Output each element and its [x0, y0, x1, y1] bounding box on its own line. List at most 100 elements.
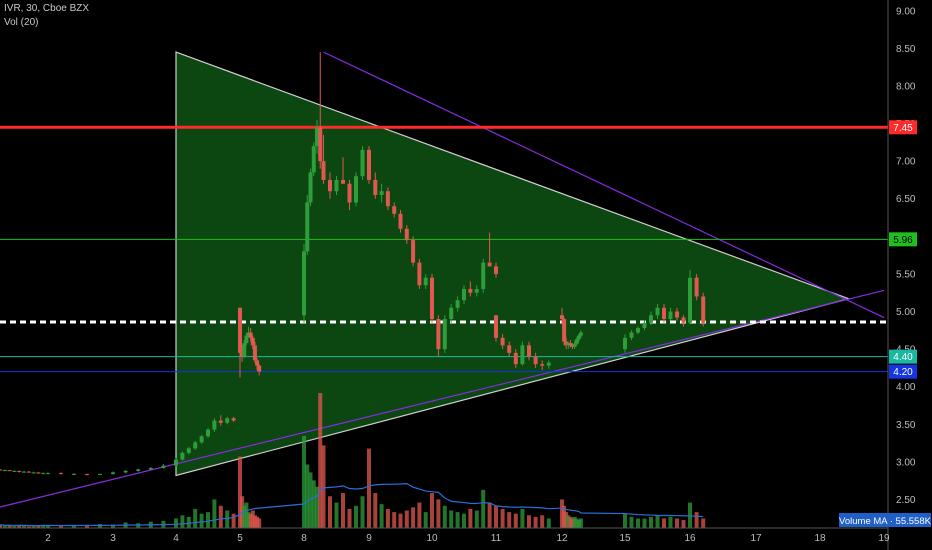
candle-body [305, 202, 310, 252]
candle-body [238, 307, 242, 353]
volume-bar [174, 518, 178, 528]
candle-body [500, 337, 505, 346]
volume-bar [315, 486, 319, 528]
price-level-badge [889, 349, 917, 364]
volume-bar [59, 526, 63, 528]
candle-body [85, 473, 89, 475]
candle-body [193, 442, 198, 449]
price-tick-label: 3.50 [896, 420, 916, 431]
volume-bar [341, 493, 345, 528]
time-tick-label: 16 [684, 533, 696, 544]
volume-bar [26, 526, 31, 528]
candle-body [246, 332, 251, 336]
volume-bar [31, 526, 36, 528]
volume-bar [694, 512, 699, 528]
candle-body [240, 352, 245, 357]
candle-body [255, 360, 260, 366]
volume-bar [568, 516, 573, 528]
candle-body [562, 319, 567, 342]
candle-body [560, 315, 564, 320]
candle-body [161, 465, 166, 468]
candle-body [367, 149, 371, 180]
candle-body [231, 418, 236, 421]
volume-bar [701, 518, 706, 528]
volume-bar [7, 525, 12, 528]
volume-bar [373, 493, 378, 528]
candle-body [494, 266, 498, 274]
candle-body [398, 213, 403, 229]
candle-body [308, 172, 313, 203]
candle-body [623, 337, 627, 350]
price-level-badge-label: 7.45 [893, 123, 913, 134]
volume-bar [533, 516, 538, 528]
volume-bar [379, 504, 384, 528]
volume-bar [302, 435, 306, 528]
volume-bar [238, 456, 242, 528]
volume-bar [231, 513, 236, 528]
candle-body [72, 473, 76, 475]
volume-bar [354, 505, 358, 528]
volume-bar [623, 513, 627, 528]
candle-body [36, 472, 41, 474]
candle-body [180, 452, 185, 460]
candle-body [385, 191, 390, 207]
volume-bar [347, 508, 352, 528]
candle-body [668, 311, 673, 320]
candle-body [417, 262, 422, 286]
price-tick-label: 8.00 [896, 81, 916, 92]
volume-ma-line [0, 482, 704, 527]
candle-body [507, 345, 512, 353]
time-tick-label: 18 [814, 533, 826, 544]
volume-bar [564, 512, 569, 528]
candle-body [570, 345, 575, 347]
candle-body [248, 332, 253, 338]
candle-body [123, 470, 128, 473]
volume-bar [250, 510, 255, 528]
volume-bar [12, 526, 17, 528]
candle-body [225, 418, 230, 423]
time-tick-label: 8 [301, 533, 307, 544]
volume-bar [398, 513, 403, 528]
candle-body [688, 277, 692, 323]
candle-body [392, 206, 397, 214]
candle-body [98, 473, 102, 475]
candle-body [527, 345, 531, 357]
price-level-badge [889, 120, 917, 135]
candle-body [46, 473, 50, 475]
volume-bar [186, 516, 191, 528]
volume-bar [218, 505, 223, 528]
volume-bar [649, 516, 653, 528]
candle-body [148, 467, 153, 470]
candle-body [212, 420, 217, 430]
candle-body [701, 296, 706, 323]
volume-bar [642, 518, 647, 528]
candle-body [59, 473, 63, 475]
candle-body [2, 470, 7, 472]
candle-body [487, 262, 492, 267]
candle-body [206, 429, 210, 437]
volume-bar [248, 513, 253, 528]
volume-bar [199, 513, 204, 528]
volume-bar [662, 518, 666, 528]
price-level-badge-label: 4.20 [893, 367, 913, 378]
candle-body [468, 288, 473, 293]
candle-body [568, 343, 573, 346]
volume-bar [257, 518, 262, 528]
volume-bar [527, 515, 531, 528]
candle-body [449, 307, 454, 320]
price-tick-label: 4.00 [896, 382, 916, 393]
volume-bar [572, 516, 577, 528]
candle-body [302, 251, 306, 316]
candle-body [520, 345, 525, 365]
candle-body [442, 319, 447, 350]
candle-body [22, 471, 26, 473]
candle-body [12, 470, 17, 472]
candle-body [474, 288, 479, 293]
time-tick-label: 9 [366, 533, 372, 544]
time-tick-label: 11 [491, 533, 502, 544]
volume-bar [318, 393, 323, 528]
candle-body [136, 469, 141, 471]
time-tick-label: 2 [45, 533, 51, 544]
candle-body [379, 191, 384, 195]
